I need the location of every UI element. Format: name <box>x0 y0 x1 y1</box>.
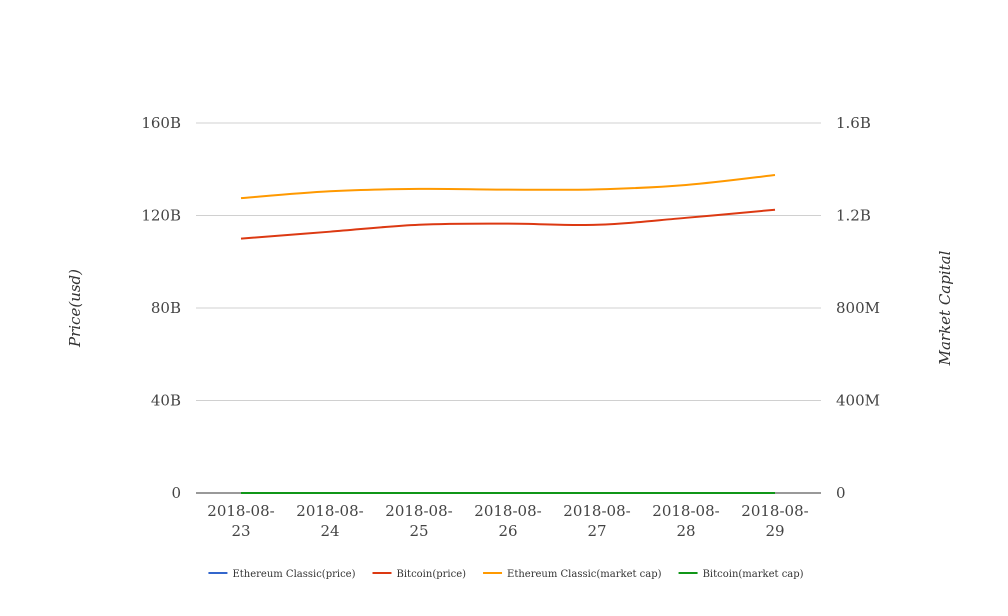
left-axis-title: Price(usd) <box>66 269 84 348</box>
legend-label: Ethereum Classic(price) <box>232 569 355 580</box>
right-axis-ticks: 0 400M 800M 1.2B 1.6B <box>836 114 880 502</box>
grid-lines <box>196 122 821 494</box>
right-tick-label: 1.2B <box>836 207 871 225</box>
x-tick-label: 2018-08-28 <box>652 502 719 540</box>
x-tick-label: 2018-08-25 <box>385 502 452 540</box>
right-tick-label: 1.6B <box>836 114 871 132</box>
x-axis-ticks: 2018-08-23 2018-08-24 2018-08-25 2018-08-26… <box>207 502 808 540</box>
left-axis-ticks: 0 40B 80B 120B 160B <box>141 114 181 502</box>
legend-item-bitcoin-price[interactable]: Bitcoin(price) <box>372 569 467 580</box>
left-tick-label: 0 <box>171 484 181 502</box>
legend-label: Bitcoin(market cap) <box>703 569 804 580</box>
legend-item-ethereum-classic-price[interactable]: Ethereum Classic(price) <box>208 569 356 580</box>
right-tick-label: 0 <box>836 484 846 502</box>
x-tick-label: 2018-08-26 <box>474 502 541 540</box>
right-axis-title: Market Capital <box>936 250 954 366</box>
left-tick-label: 40B <box>151 392 181 410</box>
series-line-bitcoin-price <box>240 208 776 240</box>
right-tick-label: 800M <box>836 299 880 317</box>
series-line-ethereum-classic-market-cap <box>240 174 776 200</box>
legend: Ethereum Classic(price) Bitcoin(price) Eth… <box>208 569 804 580</box>
x-tick-label: 2018-08-24 <box>296 502 363 540</box>
x-tick-label: 2018-08-29 <box>741 502 808 540</box>
series-lines <box>240 174 776 495</box>
legend-label: Bitcoin(price) <box>397 569 467 580</box>
legend-item-bitcoin-market-cap[interactable]: Bitcoin(market cap) <box>678 569 804 580</box>
x-tick-label: 2018-08-23 <box>207 502 274 540</box>
left-tick-label: 80B <box>151 299 181 317</box>
legend-label: Ethereum Classic(market cap) <box>507 569 662 580</box>
right-tick-label: 400M <box>836 392 880 410</box>
left-tick-label: 120B <box>141 207 181 225</box>
left-tick-label: 160B <box>141 114 181 132</box>
x-tick-label: 2018-08-27 <box>563 502 630 540</box>
legend-item-ethereum-classic-market-cap[interactable]: Ethereum Classic(market cap) <box>483 569 662 580</box>
